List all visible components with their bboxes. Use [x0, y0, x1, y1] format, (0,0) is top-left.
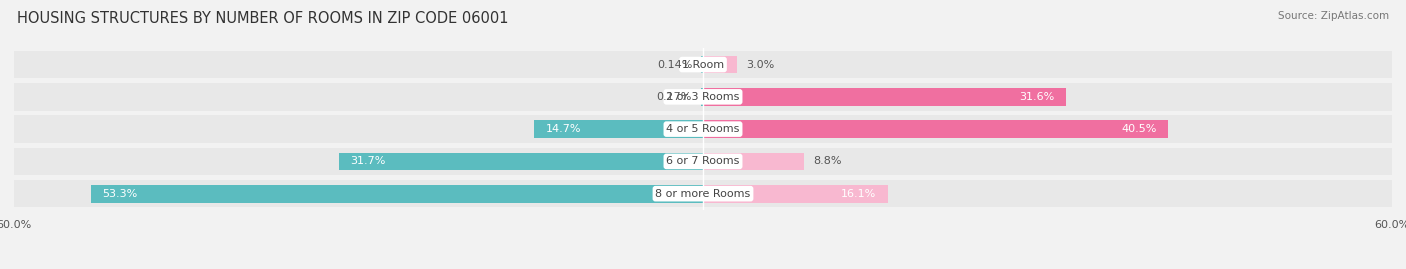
Text: 40.5%: 40.5% — [1121, 124, 1157, 134]
Text: 8 or more Rooms: 8 or more Rooms — [655, 189, 751, 199]
Bar — [702, 56, 703, 73]
Bar — [91, 185, 703, 203]
Text: 16.1%: 16.1% — [841, 189, 876, 199]
Text: 4 or 5 Rooms: 4 or 5 Rooms — [666, 124, 740, 134]
Text: 0.14%: 0.14% — [657, 59, 692, 70]
Bar — [14, 148, 1392, 175]
Text: 8.8%: 8.8% — [813, 156, 842, 167]
Text: Source: ZipAtlas.com: Source: ZipAtlas.com — [1278, 11, 1389, 21]
Text: 0.17%: 0.17% — [657, 92, 692, 102]
Text: 2 or 3 Rooms: 2 or 3 Rooms — [666, 92, 740, 102]
Bar — [703, 153, 804, 170]
Bar — [14, 83, 1392, 111]
Bar — [339, 153, 703, 170]
Bar — [703, 56, 738, 73]
Text: 3.0%: 3.0% — [747, 59, 775, 70]
Bar — [703, 185, 887, 203]
Bar — [14, 115, 1392, 143]
Text: 6 or 7 Rooms: 6 or 7 Rooms — [666, 156, 740, 167]
Text: 14.7%: 14.7% — [546, 124, 581, 134]
Bar — [703, 120, 1168, 138]
Text: 1 Room: 1 Room — [682, 59, 724, 70]
Bar — [703, 88, 1066, 106]
Text: 53.3%: 53.3% — [103, 189, 138, 199]
Bar — [14, 180, 1392, 207]
Bar — [702, 88, 703, 106]
Text: 31.7%: 31.7% — [350, 156, 385, 167]
Text: 31.6%: 31.6% — [1019, 92, 1054, 102]
Bar — [534, 120, 703, 138]
Text: HOUSING STRUCTURES BY NUMBER OF ROOMS IN ZIP CODE 06001: HOUSING STRUCTURES BY NUMBER OF ROOMS IN… — [17, 11, 509, 26]
Bar — [14, 51, 1392, 78]
